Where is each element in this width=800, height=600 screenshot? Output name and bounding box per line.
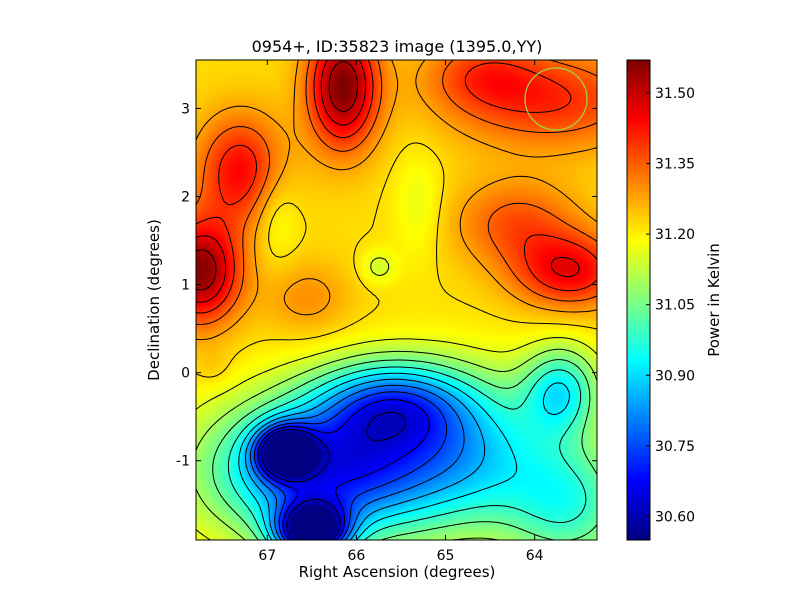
heatmap-image <box>196 60 597 540</box>
x-tick-label: 66 <box>347 548 365 564</box>
plot-frame <box>195 59 598 541</box>
contour-line <box>196 61 358 291</box>
y-axis: -1 0 1 2 3 <box>176 101 597 470</box>
colorbar-tick-label: 31.35 <box>655 157 695 173</box>
contour-lines <box>196 60 597 540</box>
contour-line <box>260 411 407 540</box>
contour-line <box>196 60 597 325</box>
y-tick-label: 3 <box>181 101 190 117</box>
colorbar-ticks: 30.60 30.75 30.90 31.05 31.20 31.35 31.50 <box>646 86 695 525</box>
x-tick-label: 64 <box>526 548 544 564</box>
contour-line <box>238 372 570 540</box>
contour-line <box>196 257 597 540</box>
contour-line <box>196 60 597 341</box>
y-axis-label: Declination (degrees) <box>145 219 163 381</box>
x-tick-label: 65 <box>437 548 455 564</box>
beam-circle <box>524 67 588 131</box>
contour-line <box>196 60 597 314</box>
y-tick-label: 2 <box>181 190 190 206</box>
colorbar-tick-label: 31.50 <box>655 86 695 102</box>
contour-line <box>196 348 597 540</box>
colorbar-tick-label: 30.90 <box>655 368 695 384</box>
y-tick-label: -1 <box>176 454 190 470</box>
colorbar-tick-label: 31.05 <box>655 298 695 314</box>
x-axis-label: Right Ascension (degrees) <box>299 563 496 581</box>
colorbar-tick-label: 31.20 <box>655 227 695 243</box>
contour-line <box>245 378 486 540</box>
colorbar-tick-label: 30.60 <box>655 509 695 525</box>
contour-line <box>249 384 465 540</box>
y-tick-label: 1 <box>181 278 190 294</box>
x-axis: 67 66 65 64 <box>258 60 544 564</box>
y-tick-label: 0 <box>181 366 190 382</box>
contour-line <box>253 391 448 540</box>
contour-line <box>212 359 597 540</box>
x-tick-label: 67 <box>258 548 276 564</box>
colorbar-gradient <box>626 59 651 541</box>
colorbar-tick-label: 30.75 <box>655 439 695 455</box>
colorbar-label: Power in Kelvin <box>705 243 723 357</box>
chart-title: 0954+, ID:35823 image (1395.0,YY) <box>252 37 543 56</box>
contour-line <box>257 399 430 540</box>
contour-line <box>196 142 597 378</box>
contour-line <box>227 366 587 540</box>
colorbar: 30.60 30.75 30.90 31.05 31.20 31.35 31.50 Powe… <box>626 59 723 541</box>
contour-line <box>196 60 580 303</box>
plot-area <box>195 59 598 541</box>
